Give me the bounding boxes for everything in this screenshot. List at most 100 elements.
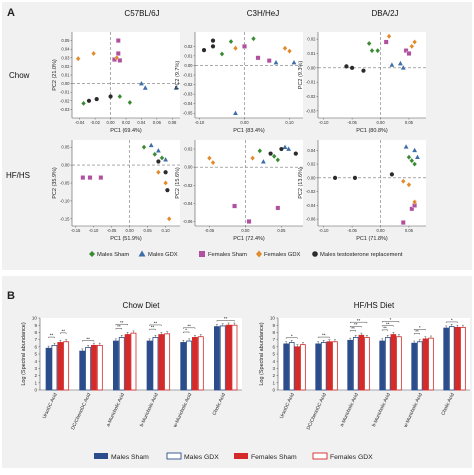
x-axis-label: PC1 (69.4%): [110, 128, 142, 134]
x-tick-label: 0.00: [106, 120, 115, 125]
point-males-gdx: [403, 144, 409, 149]
y-tick-label: -0.02: [183, 183, 193, 188]
y-tick-label: 3: [272, 366, 275, 371]
bar-females-sham: [192, 337, 198, 391]
point-males-gdx: [412, 147, 418, 153]
plot-area: [72, 140, 180, 226]
x-tick-label: 0.00: [376, 228, 385, 233]
bar-males-gdx: [219, 325, 226, 391]
significance-bracket: [48, 336, 55, 339]
x-tick-label: 0.05: [405, 228, 414, 233]
bar-males-gdx: [416, 341, 423, 391]
bar-females-sham: [390, 334, 397, 391]
y-tick-label: 7: [34, 337, 37, 342]
y-tick-label: -0.04: [183, 101, 193, 106]
x-tick-label: 0.05: [144, 228, 153, 233]
point-males_sham: [159, 155, 165, 161]
x-tick-label: 0.08: [168, 120, 177, 125]
significance-bracket: [183, 331, 190, 334]
y-tick-label: 0.01: [61, 73, 70, 78]
point-females_gdx: [250, 155, 256, 161]
point-males-testo: [156, 159, 161, 164]
x-tick-label: -0.05: [347, 120, 357, 125]
point-males-testo: [163, 170, 168, 175]
significance-marker: *: [390, 317, 392, 322]
point-males-testo: [108, 94, 113, 99]
y-tick-label: 0.03: [61, 55, 70, 60]
significance-bracket: [82, 340, 95, 342]
significance-marker: *: [185, 328, 187, 333]
point-males_sham: [271, 153, 277, 160]
significance-bracket: [115, 324, 128, 326]
significance-marker: **: [187, 323, 191, 328]
pca-legend: Males Sham Males GDX Females Sham Female…: [89, 250, 403, 258]
bar-females-gdx: [300, 344, 306, 391]
strain-title-c3h: C3H/HeJ: [247, 9, 279, 18]
point-males-gdx: [389, 62, 395, 67]
x-tick-label: -0.10: [319, 228, 329, 233]
y-tick-label: 0.00: [307, 175, 316, 180]
x-tick-label: -0.04: [75, 120, 85, 125]
point-females_gdx: [409, 43, 415, 50]
x-tick-label: 0.10: [285, 120, 294, 125]
bar-males-sham: [347, 339, 353, 391]
pca-plot-1: -0.10 0.00 0.10 -0.05 -0.04 -0.03 -0.02 -0.01 0.…: [175, 32, 303, 134]
bar-males-sham: [315, 343, 321, 391]
point-males-gdx: [173, 85, 179, 90]
y-tick-label: -0.06: [306, 217, 316, 222]
point-females_gdx: [210, 159, 216, 166]
point-females_gdx: [91, 50, 97, 57]
legend-label-b-females-gdx: Females GDX: [330, 454, 373, 461]
legend-label-females-sham: Females Sham: [208, 252, 247, 258]
point-females-sham: [403, 48, 409, 53]
bar-females-gdx: [460, 326, 466, 391]
point-females_gdx: [386, 33, 392, 40]
point-females-sham: [275, 205, 281, 211]
point-males_sham: [257, 148, 263, 154]
y-tick-label: 5: [272, 352, 275, 357]
y-axis-label: PC2 (15.6%): [175, 167, 181, 199]
point-males-gdx: [273, 59, 279, 65]
y-tick-label: -0.03: [306, 108, 316, 113]
y-tick-label: -0.04: [183, 201, 193, 206]
point-males-gdx: [148, 142, 154, 148]
point-males-gdx: [291, 59, 297, 65]
point-males-gdx: [286, 146, 291, 151]
y-tick-label: 0.02: [307, 37, 316, 42]
bar-females-sham: [294, 346, 301, 391]
y-tick-label: 8: [272, 330, 275, 335]
strain-title-dba: DBA/2J: [371, 9, 398, 18]
bar-females-sham: [454, 326, 461, 391]
y-tick-label: -0.02: [306, 189, 316, 194]
x-tick-label: 0.04: [137, 120, 146, 125]
significance-marker: **: [50, 333, 54, 338]
point-females-sham: [80, 175, 86, 180]
bar-males-gdx: [448, 326, 455, 391]
legend-marker-males-gdx: [138, 250, 146, 257]
y-tick-label: 6: [272, 344, 275, 349]
bar-males-gdx: [186, 340, 193, 391]
legend-label-b-males-gdx: Males GDX: [184, 454, 219, 461]
significance-bracket: [413, 333, 420, 335]
y-tick-label: -0.01: [183, 73, 193, 78]
point-females-sham: [406, 51, 412, 56]
point-males-testo: [94, 96, 99, 102]
bar-females-gdx: [197, 336, 204, 391]
y-tick-label: -0.10: [60, 198, 70, 203]
bar-males-gdx: [288, 342, 295, 391]
point-males_sham: [406, 154, 412, 161]
significance-marker: *: [291, 333, 293, 338]
point-males_sham: [127, 99, 133, 106]
y-tick-label: 0.05: [61, 145, 70, 150]
point-males_sham: [366, 40, 372, 47]
point-females_gdx: [412, 199, 418, 205]
legend-marker-females-sham: [199, 251, 205, 257]
chart-title: HF/HS Diet: [354, 301, 395, 310]
y-tick-label: 0.00: [184, 165, 193, 170]
x-tick-label: 0.05: [277, 228, 286, 233]
point-females_gdx: [400, 178, 406, 185]
significance-bracket: [445, 321, 458, 323]
x-tick-label: -0.02: [90, 120, 100, 125]
y-tick-label: 0.01: [184, 53, 193, 58]
